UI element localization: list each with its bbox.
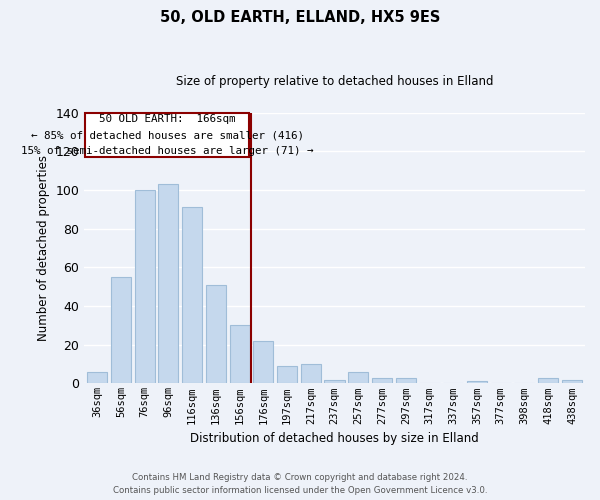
Bar	[87, 372, 107, 384]
Y-axis label: Number of detached properties: Number of detached properties	[37, 155, 50, 341]
Bar	[230, 326, 250, 384]
Bar	[538, 378, 558, 384]
Bar	[395, 378, 416, 384]
Bar	[348, 372, 368, 384]
Title: Size of property relative to detached houses in Elland: Size of property relative to detached ho…	[176, 75, 493, 88]
Bar	[158, 184, 178, 384]
Bar	[182, 208, 202, 384]
Bar	[467, 382, 487, 384]
Bar	[325, 380, 344, 384]
Text: 50, OLD EARTH, ELLAND, HX5 9ES: 50, OLD EARTH, ELLAND, HX5 9ES	[160, 10, 440, 25]
Bar	[206, 285, 226, 384]
Bar	[111, 277, 131, 384]
FancyBboxPatch shape	[85, 113, 249, 157]
Bar	[277, 366, 297, 384]
Text: Contains HM Land Registry data © Crown copyright and database right 2024.
Contai: Contains HM Land Registry data © Crown c…	[113, 474, 487, 495]
Bar	[134, 190, 155, 384]
Bar	[372, 378, 392, 384]
X-axis label: Distribution of detached houses by size in Elland: Distribution of detached houses by size …	[190, 432, 479, 445]
Text: 50 OLD EARTH:  166sqm
← 85% of detached houses are smaller (416)
15% of semi-det: 50 OLD EARTH: 166sqm ← 85% of detached h…	[21, 114, 313, 156]
Bar	[301, 364, 321, 384]
Bar	[562, 380, 582, 384]
Bar	[253, 341, 274, 384]
